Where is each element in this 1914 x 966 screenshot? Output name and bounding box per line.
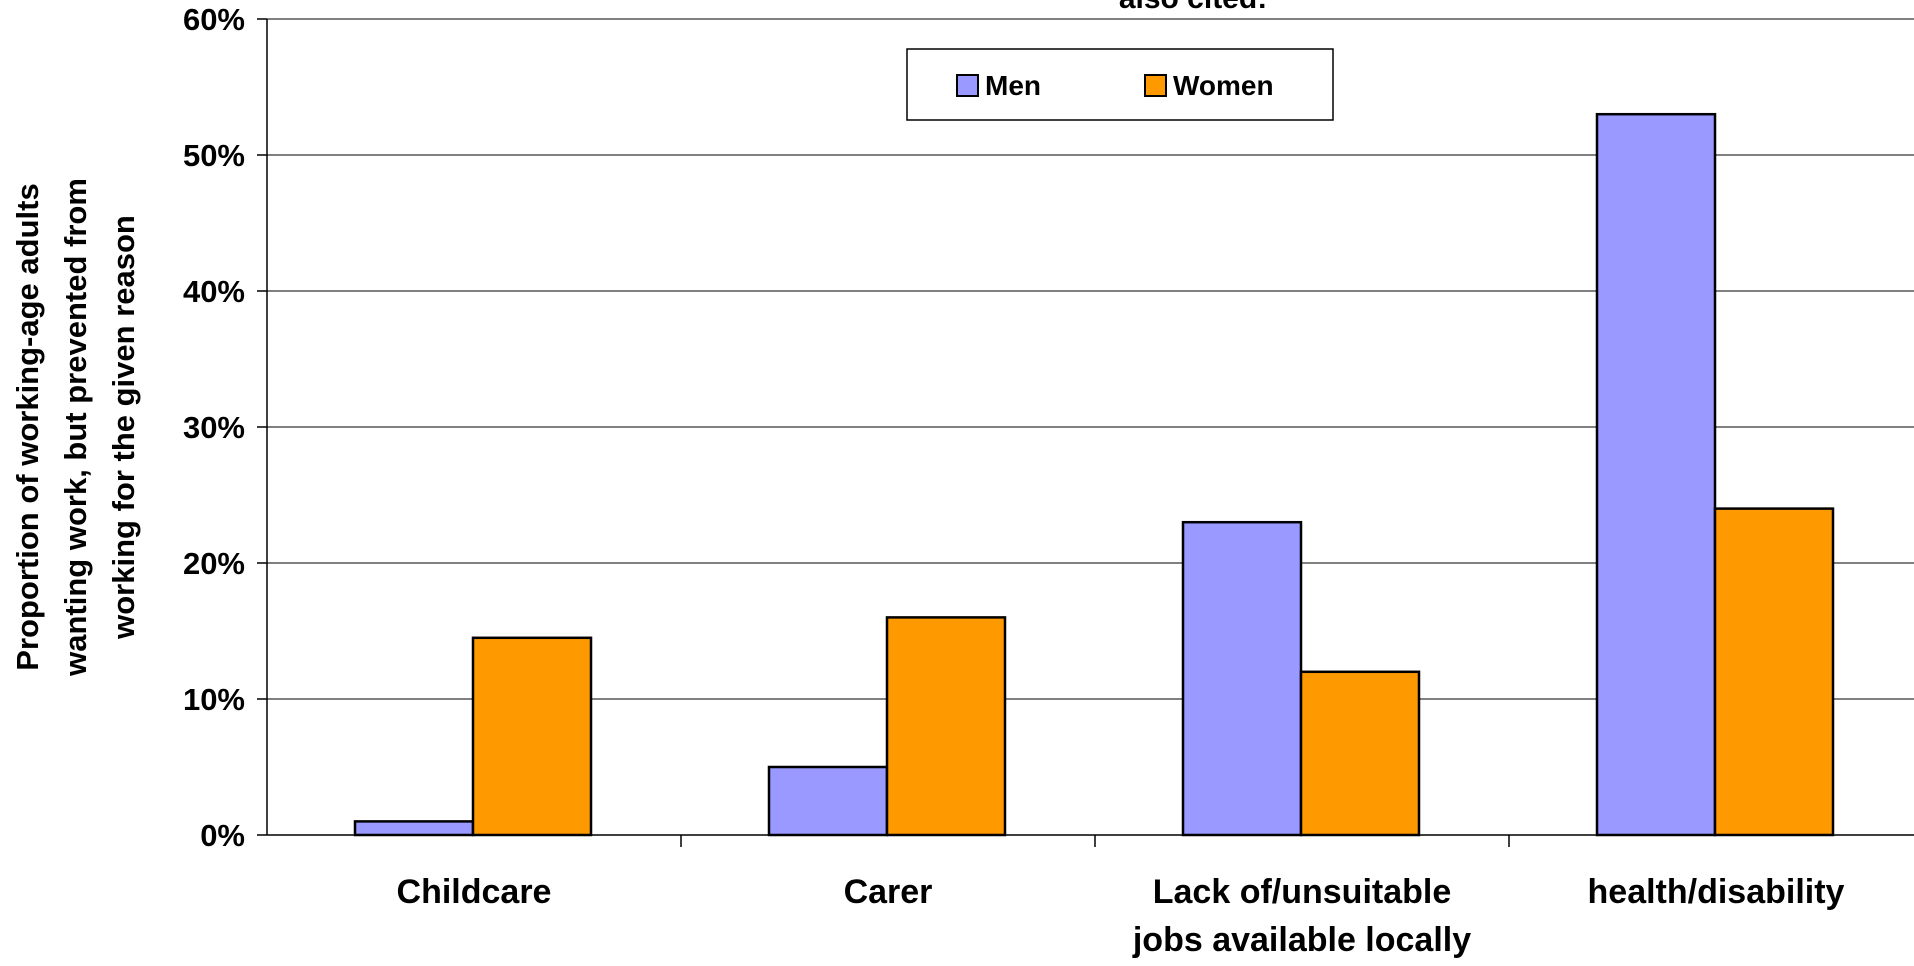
y-tick-label: 30% [183,410,245,445]
bar-women-3 [1713,507,1835,837]
bar-women-2 [1299,670,1421,837]
legend: Men Women [906,48,1334,121]
bar-men-2 [1181,520,1303,837]
y-axis-label: Proportion of working-age adults wanting … [10,178,141,677]
bar-men-1 [767,765,889,837]
y-tick-label: 40% [183,274,245,309]
legend-swatch-women [1144,74,1167,97]
bar-women-0 [471,636,593,837]
y-axis-label-line: Proportion of working-age adults [10,183,45,670]
legend-label-men: Men [985,70,1041,101]
x-category-label: Lack of/unsuitable [1153,873,1452,911]
bar-men-3 [1595,112,1717,837]
legend-box [906,48,1334,121]
x-category-label: Childcare [397,873,552,911]
chart-title: also cited: [1119,0,1267,15]
axes [257,18,1914,847]
x-category-labels: Childcare Carer Lack of/unsuitable jobs ava… [397,873,1845,959]
bar-women-1 [885,616,1007,837]
y-tick-labels: 0% 10% 20% 30% 40% 50% 60% [183,2,245,853]
x-category-label: jobs available locally [1132,921,1471,959]
y-tick-label: 20% [183,546,245,581]
y-axis-label-line: wanting work, but prevented from [58,178,93,677]
y-tick-label: 60% [183,2,245,37]
legend-label-women: Women [1173,70,1274,101]
y-tick-label: 0% [200,818,245,853]
y-tick-label: 50% [183,138,245,173]
y-axis-label-line: working for the given reason [106,215,141,640]
bars [353,112,1835,837]
legend-swatch-men [956,74,979,97]
bar-men-0 [353,820,475,837]
x-category-label: health/disability [1588,873,1845,911]
x-category-label: Carer [844,873,933,911]
y-tick-label: 10% [183,682,245,717]
